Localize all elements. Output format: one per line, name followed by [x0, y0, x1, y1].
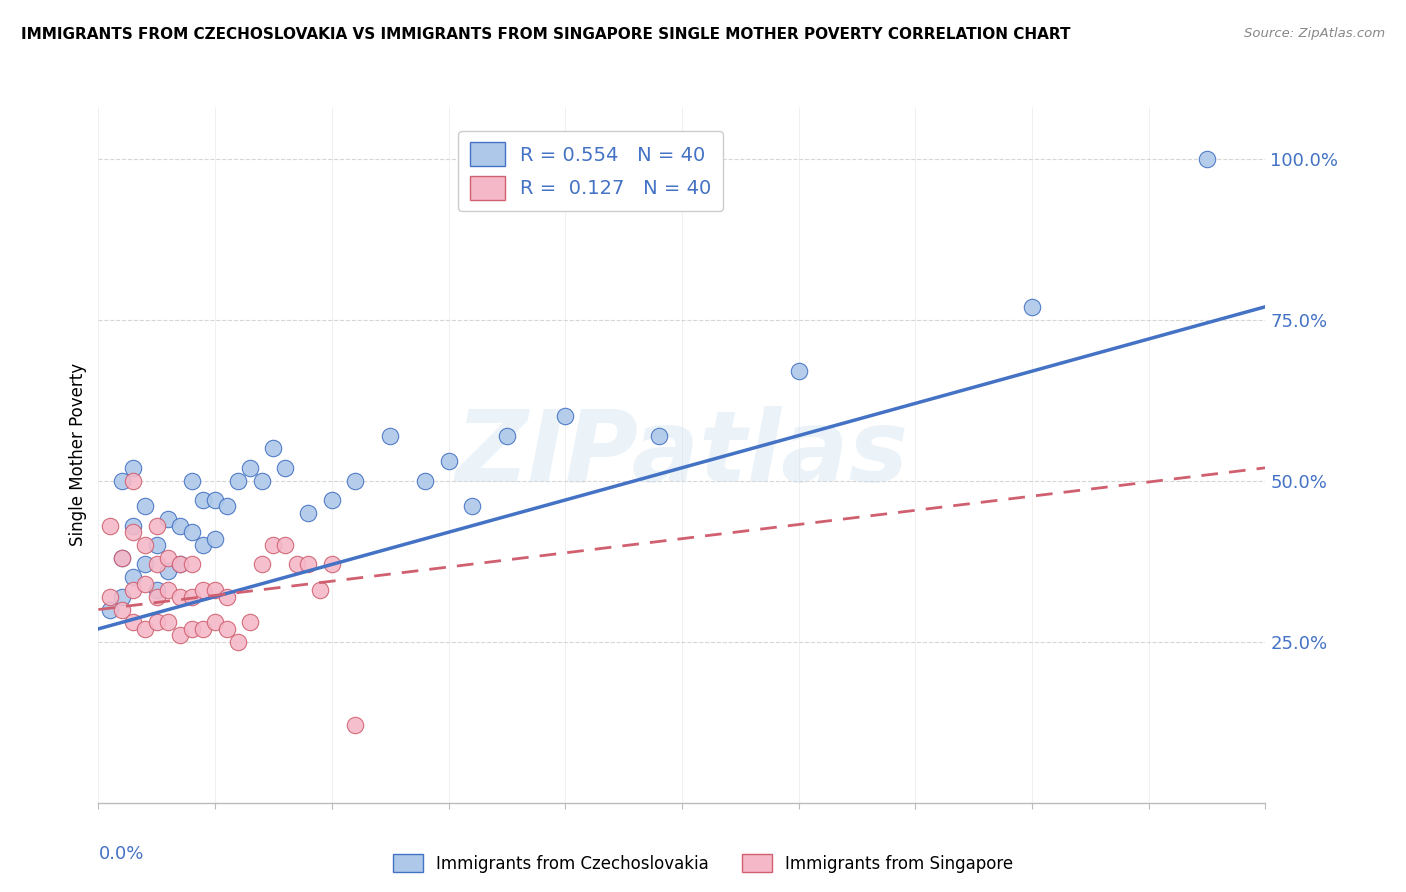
Point — [297, 506, 319, 520]
Text: IMMIGRANTS FROM CZECHOSLOVAKIA VS IMMIGRANTS FROM SINGAPORE SINGLE MOTHER POVERT: IMMIGRANTS FROM CZECHOSLOVAKIA VS IMMIGR… — [21, 27, 1070, 42]
Point — [157, 615, 180, 630]
Point — [157, 583, 180, 598]
Point — [180, 558, 202, 572]
Point — [262, 538, 284, 552]
Point — [647, 428, 669, 442]
Point — [239, 460, 262, 475]
Point — [111, 551, 134, 566]
Point — [169, 518, 191, 533]
Point — [321, 493, 343, 508]
Point — [193, 538, 215, 552]
Point — [111, 551, 134, 566]
Point — [193, 583, 215, 598]
Point — [180, 474, 202, 488]
Point — [98, 590, 121, 604]
Text: ZIPatlas: ZIPatlas — [456, 407, 908, 503]
Point — [169, 628, 191, 642]
Point — [146, 558, 169, 572]
Point — [111, 602, 134, 616]
Point — [146, 583, 169, 598]
Point — [122, 518, 145, 533]
Point — [215, 500, 238, 514]
Point — [122, 460, 145, 475]
Point — [297, 558, 319, 572]
Point — [98, 518, 121, 533]
Point — [169, 558, 191, 572]
Point — [262, 442, 284, 456]
Point — [146, 590, 169, 604]
Point — [250, 558, 273, 572]
Point — [204, 583, 226, 598]
Point — [157, 564, 180, 578]
Point — [1021, 300, 1043, 314]
Point — [157, 551, 180, 566]
Point — [111, 474, 134, 488]
Text: 0.0%: 0.0% — [98, 845, 143, 863]
Point — [228, 474, 250, 488]
Point — [321, 558, 343, 572]
Point — [554, 409, 576, 424]
Point — [344, 718, 367, 732]
Point — [122, 525, 145, 540]
Point — [134, 558, 156, 572]
Point — [111, 590, 134, 604]
Point — [98, 602, 121, 616]
Point — [122, 615, 145, 630]
Point — [146, 615, 169, 630]
Point — [134, 538, 156, 552]
Point — [787, 364, 810, 378]
Point — [1195, 152, 1218, 166]
Point — [169, 558, 191, 572]
Point — [285, 558, 308, 572]
Point — [228, 634, 250, 648]
Point — [180, 525, 202, 540]
Point — [122, 474, 145, 488]
Point — [250, 474, 273, 488]
Point — [180, 590, 202, 604]
Point — [215, 590, 238, 604]
Point — [413, 474, 436, 488]
Point — [134, 500, 156, 514]
Text: Source: ZipAtlas.com: Source: ZipAtlas.com — [1244, 27, 1385, 40]
Legend: Immigrants from Czechoslovakia, Immigrants from Singapore: Immigrants from Czechoslovakia, Immigran… — [385, 847, 1021, 880]
Y-axis label: Single Mother Poverty: Single Mother Poverty — [69, 363, 87, 547]
Point — [204, 493, 226, 508]
Point — [146, 518, 169, 533]
Point — [309, 583, 332, 598]
Point — [193, 493, 215, 508]
Point — [204, 615, 226, 630]
Point — [274, 538, 297, 552]
Point — [239, 615, 262, 630]
Point — [204, 532, 226, 546]
Point — [461, 500, 484, 514]
Point — [380, 428, 402, 442]
Point — [193, 622, 215, 636]
Point — [180, 622, 202, 636]
Point — [496, 428, 519, 442]
Point — [215, 622, 238, 636]
Point — [274, 460, 297, 475]
Point — [134, 576, 156, 591]
Legend: R = 0.554   N = 40, R =  0.127   N = 40: R = 0.554 N = 40, R = 0.127 N = 40 — [458, 130, 723, 211]
Point — [157, 512, 180, 526]
Point — [146, 538, 169, 552]
Point — [122, 570, 145, 584]
Point — [122, 583, 145, 598]
Point — [437, 454, 460, 468]
Point — [344, 474, 367, 488]
Point — [134, 622, 156, 636]
Point — [169, 590, 191, 604]
